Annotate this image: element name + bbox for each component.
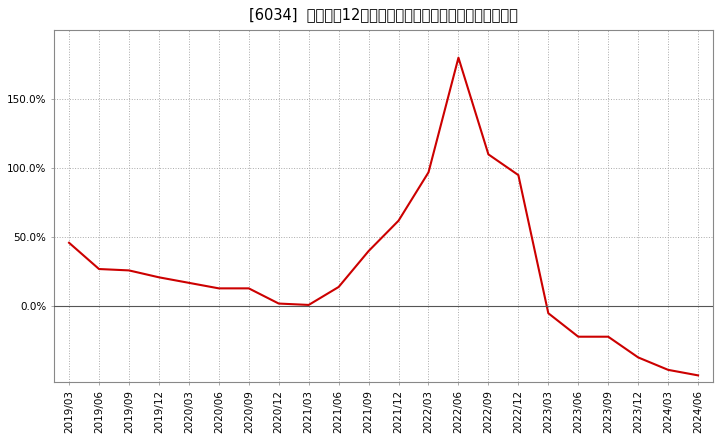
Title: [6034]  売上高の12か月移動合計の対前年同期増減率の推移: [6034] 売上高の12か月移動合計の対前年同期増減率の推移: [249, 7, 518, 22]
